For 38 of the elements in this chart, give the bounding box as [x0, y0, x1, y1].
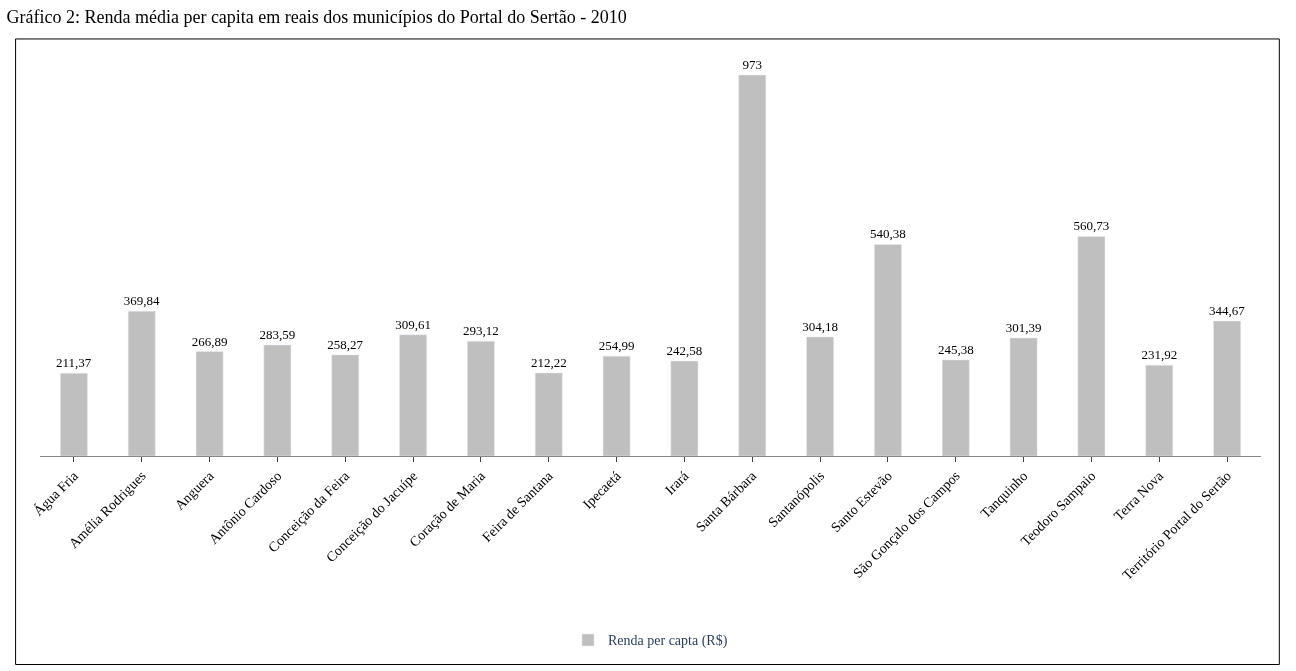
bar [534, 372, 563, 456]
data-label: 242,58 [666, 343, 703, 359]
data-label: 344,67 [1208, 303, 1246, 319]
bar [1213, 320, 1241, 456]
data-label: 369,84 [123, 293, 160, 309]
bar [941, 359, 970, 456]
data-label: 973 [742, 57, 762, 73]
data-label: 293,12 [463, 323, 499, 339]
data-label: 254,99 [598, 338, 635, 354]
data-label: 258,27 [327, 336, 364, 352]
bar [127, 310, 156, 456]
bar [399, 334, 427, 456]
data-label: 301,39 [1005, 320, 1042, 335]
bar [467, 340, 495, 456]
bar [1077, 236, 1106, 456]
bar [738, 74, 767, 456]
bar [1145, 364, 1174, 456]
bar [670, 360, 699, 456]
legend-label: Renda per capta (R$) [608, 633, 728, 650]
bar [195, 351, 224, 456]
bar [263, 344, 292, 456]
data-label: 231,92 [1141, 347, 1178, 363]
data-label: 266,89 [191, 333, 228, 349]
data-label: 212,22 [530, 354, 567, 370]
data-label: 283,59 [259, 326, 296, 342]
data-label: 309,61 [395, 316, 431, 332]
bar [806, 336, 834, 456]
chart-title: Gráfico 2: Renda média per capita em reais dos municípios do Portal do Sertão - 2010 [6, 6, 627, 27]
data-label: 245,38 [937, 341, 974, 357]
data-label: 211,37 [56, 355, 92, 371]
data-label: 560,73 [1073, 218, 1110, 234]
bar [60, 372, 88, 456]
bar [1009, 337, 1038, 456]
bar [874, 244, 902, 456]
bar [331, 354, 360, 456]
data-label: 540,38 [870, 226, 906, 242]
bar [602, 355, 631, 456]
data-label: 304,18 [802, 318, 838, 334]
